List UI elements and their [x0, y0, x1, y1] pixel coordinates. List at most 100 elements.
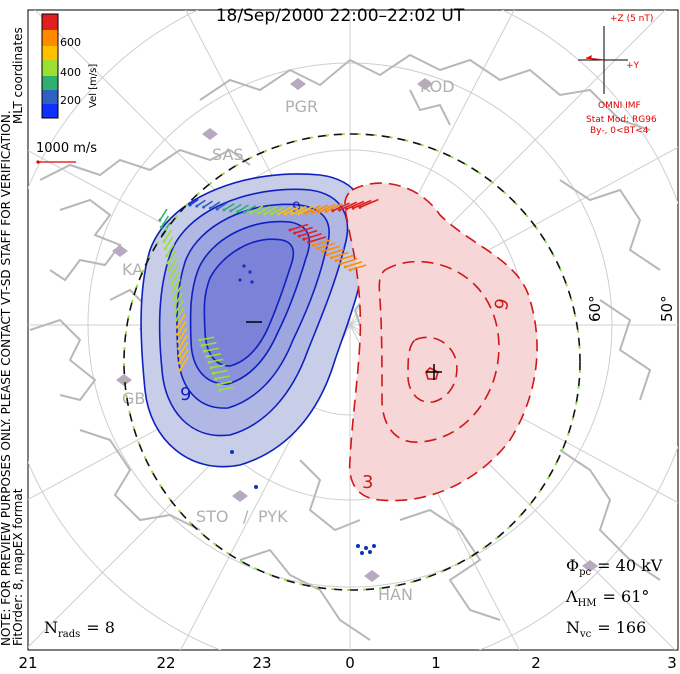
velocity-vector-origin — [170, 289, 174, 293]
velocity-vector-origin — [330, 256, 334, 260]
velocity-vector-origin — [338, 208, 342, 212]
mlt-tick-label: 1 — [431, 654, 441, 672]
velocity-vector — [331, 251, 349, 259]
velocity-vector — [169, 264, 179, 278]
contour-label-positive-right: 9 — [491, 296, 514, 312]
velocity-vector-origin — [209, 366, 213, 370]
velocity-vector — [339, 201, 358, 211]
velocity-vector-origin — [236, 210, 240, 214]
velocity-vector — [219, 386, 235, 391]
mlt-tick-label: 22 — [156, 654, 175, 672]
velocity-vector-origin — [202, 349, 206, 353]
velocity-vector — [284, 205, 300, 215]
latitude-label-50: 50° — [658, 295, 676, 322]
mlt-tick-label: 3 — [667, 654, 677, 672]
velocity-vector-origin — [207, 360, 211, 364]
velocity-vector — [264, 205, 278, 215]
velocity-vector-origin — [171, 297, 175, 301]
velocity-vector — [257, 205, 271, 215]
velocity-vector — [171, 278, 181, 292]
colorbar-band — [42, 60, 58, 76]
velocity-vector-origin — [178, 368, 182, 372]
hm-boundary-latitude: ΛHM = 61° — [565, 587, 649, 609]
velocity-vector — [305, 204, 321, 214]
velocity-vector-origin — [334, 259, 338, 263]
station-label: KOD — [420, 77, 455, 96]
velocity-vector-origin — [242, 210, 246, 214]
station-label: HAN — [378, 585, 413, 604]
velocity-vector — [349, 264, 367, 271]
velocity-vector-origin — [195, 204, 199, 208]
velocity-vector — [317, 242, 336, 250]
mlt-tick-label: 0 — [345, 654, 355, 672]
velocity-vector-origin — [339, 262, 343, 266]
radar-station-markers — [112, 78, 598, 582]
station-marker-east — [582, 560, 598, 572]
potential-contours — [140, 173, 538, 502]
velocity-vector — [176, 313, 186, 328]
velocity-vector-origin — [288, 228, 292, 232]
velocity-vector-origin — [205, 355, 209, 359]
velocity-vector-origin — [202, 205, 206, 209]
velocity-vector — [271, 206, 285, 215]
velocity-vector-origin — [222, 208, 226, 212]
velocity-vector — [359, 198, 379, 209]
velocity-vector-origin — [200, 344, 204, 348]
station-marker-kap — [112, 245, 128, 257]
contour-label-positive-bottom: 3 — [362, 472, 373, 493]
velocity-vector — [318, 203, 336, 213]
velocity-vector-origin — [344, 207, 348, 211]
velocity-vector-origin — [304, 211, 308, 215]
velocity-vector — [223, 202, 235, 211]
colorbar-band — [42, 14, 58, 30]
velocity-vector — [340, 257, 358, 265]
map-title: 18/Sep/2000 22:00–22:02 UT — [215, 6, 465, 26]
velocity-vector — [177, 335, 188, 350]
vector-scale-label: 1000 m/s — [36, 141, 97, 156]
mlt-tick-label: 2 — [531, 654, 541, 672]
velocity-vector — [294, 226, 313, 234]
colorbar-band — [42, 76, 58, 90]
velocity-vector-origin — [167, 268, 171, 272]
velocity-vector — [335, 254, 354, 262]
velocity-vector — [213, 369, 228, 375]
data-points — [230, 264, 376, 555]
velocity-vector — [308, 236, 327, 244]
velocity-vector-origin — [176, 332, 180, 336]
station-marker-han — [364, 570, 380, 582]
vector-scale: 1000 m/s — [36, 141, 97, 164]
velocity-vector-origin — [163, 247, 167, 251]
velocity-vector — [326, 248, 345, 256]
velocity-vector-origin — [324, 210, 328, 214]
velocity-vector — [298, 229, 318, 237]
imf-model: Stat Mod: RG96 — [586, 115, 657, 125]
velocity-vectors — [158, 198, 379, 392]
imf-dial: +Z (5 nT) +Y OMNI IMF Stat Mod: RG96 By-… — [578, 14, 657, 136]
cross-polar-potential: Φpc = 40 kV — [566, 556, 663, 578]
velocity-vector-origin — [293, 231, 297, 235]
velocity-vector-origin — [175, 325, 179, 329]
velocity-vector-origin — [177, 347, 181, 351]
velocity-vector-origin — [229, 209, 233, 213]
velocity-vector-origin — [174, 318, 178, 322]
velocity-vector-origin — [351, 206, 355, 210]
station-label: PYK — [258, 507, 288, 526]
velocity-vector-origin — [188, 203, 192, 207]
colorbar-band — [42, 46, 58, 60]
imf-condition: By-, 0<BT<4 — [590, 126, 649, 136]
latitude-labels: 60° 50° — [586, 295, 676, 322]
velocity-vector — [165, 243, 175, 257]
velocity-vector-origin — [176, 339, 180, 343]
velocity-vector — [312, 239, 331, 247]
velocity-vector — [164, 236, 174, 250]
colorbar-band — [42, 90, 58, 104]
mlt-axis: 21 22 23 0 1 2 3 — [18, 654, 676, 672]
velocity-vector — [298, 205, 314, 215]
velocity-vector — [291, 205, 307, 215]
vector-count: Nvc = 166 — [566, 618, 646, 640]
velocity-vector — [174, 299, 184, 314]
station-label: STO — [196, 507, 229, 526]
station-marker-pgr — [290, 78, 306, 90]
velocity-vector-origin — [297, 212, 301, 216]
velocity-vector — [210, 364, 226, 369]
